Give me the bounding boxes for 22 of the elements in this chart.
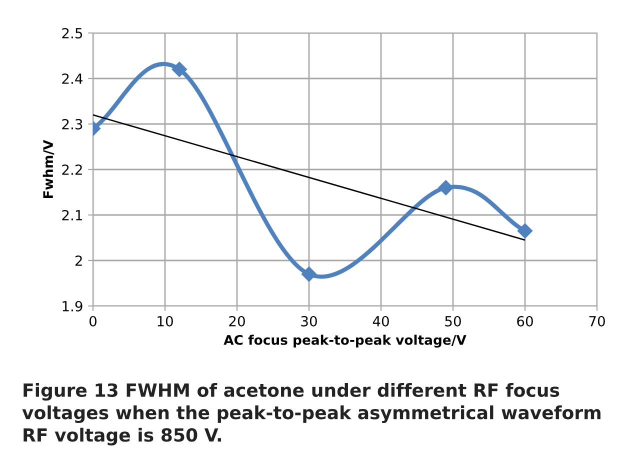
point — [172, 62, 187, 77]
point — [301, 266, 317, 282]
y-tick-label: 2.4 — [62, 73, 82, 84]
x-tick-label: 20 — [229, 316, 245, 326]
x-tick-label: 60 — [517, 316, 533, 326]
y-tick-label: 2 — [75, 255, 82, 266]
x-tick-label: 0 — [89, 316, 96, 326]
point — [517, 223, 533, 238]
x-axis-title: AC focus peak-to-peak voltage/V — [224, 334, 466, 348]
point — [438, 180, 454, 196]
x-tick-label: 10 — [158, 316, 173, 326]
y-axis-title: Fwhm/V — [42, 140, 54, 198]
y-tick-label: 2.5 — [62, 28, 82, 38]
x-tick-label: 70 — [589, 316, 605, 326]
y-tick-label: 2.2 — [62, 164, 82, 175]
y-tick-label: 2.3 — [62, 118, 82, 130]
x-tick-label: 30 — [301, 316, 317, 326]
y-tick-label: 1.9 — [62, 300, 82, 312]
x-tick-label: 50 — [445, 316, 461, 326]
x-tick-label: 40 — [372, 316, 389, 326]
caption: Figure 13 FWHM of acetone under different RF focus voltages when the peak-to-peak asymmetrical waveform RF voltage is 850 V. — [22, 383, 600, 446]
y-tick-label: 2.1 — [62, 210, 82, 220]
